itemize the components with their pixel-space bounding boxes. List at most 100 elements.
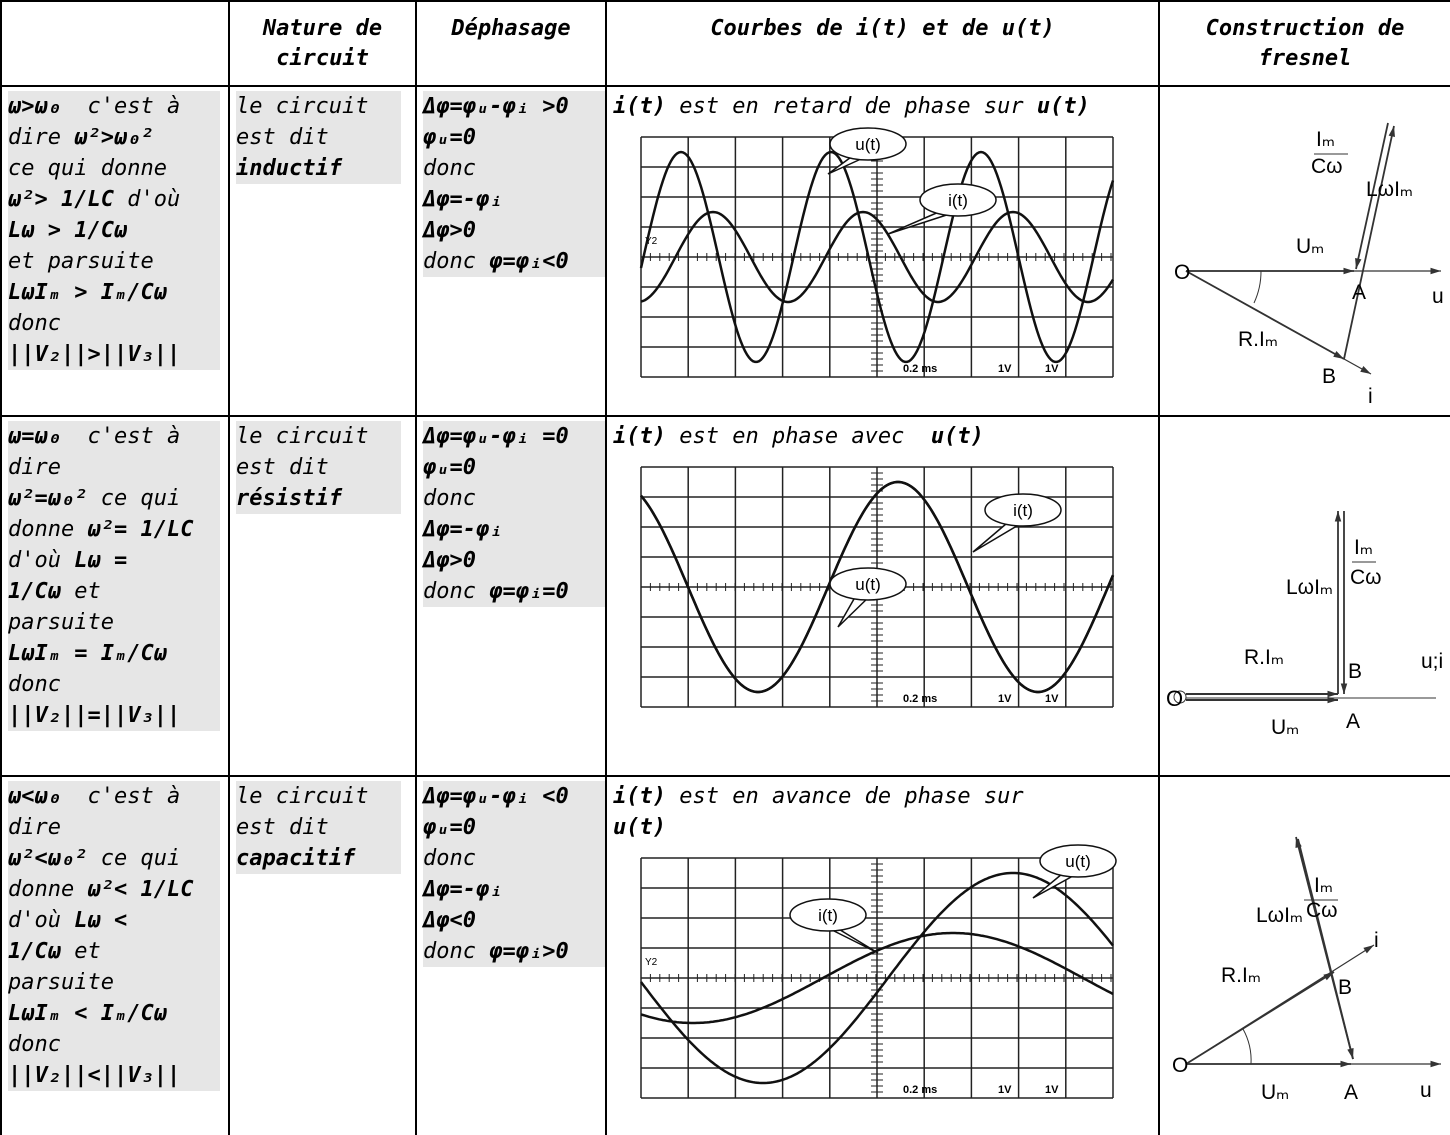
- bold-run: ω²=ω₀²: [8, 486, 87, 511]
- label: i: [1374, 929, 1379, 952]
- label: LωIₘ: [1256, 904, 1303, 927]
- text-line: Δφ=φᵤ-φᵢ >0: [423, 91, 606, 122]
- header-cell: Courbes de i(t) et de u(t): [606, 1, 1159, 86]
- text-run: donne: [8, 877, 87, 902]
- text-run: donc: [423, 846, 476, 871]
- label: Uₘ: [1296, 235, 1324, 258]
- label: i: [1368, 385, 1373, 408]
- courbes-cell: i(t) est en phase avec u(t)i(t)u(t)0.2 m…: [606, 416, 1159, 776]
- bold-run: LωIₘ < Iₘ/Cω: [8, 1001, 167, 1026]
- angle-arc: [1243, 1029, 1251, 1064]
- text-run: donc: [8, 1032, 61, 1057]
- text-run: ce qui: [87, 846, 180, 871]
- text-line: i(t) est en retard de phase sur u(t): [613, 91, 1152, 122]
- label: O: [1172, 1054, 1188, 1077]
- bold-run: Δφ=φᵤ-φᵢ <0: [423, 784, 569, 809]
- label: R.Iₘ: [1244, 646, 1284, 669]
- bold-run: ω²> 1/LC: [8, 187, 114, 212]
- label: Y2: [645, 957, 658, 968]
- caption: i(t) est en avance de phase suru(t): [613, 781, 1152, 843]
- bold-run: i(t): [613, 94, 666, 119]
- bold-run: i(t): [613, 424, 666, 449]
- text-line: Δφ>0: [423, 215, 606, 246]
- courbes-cell: i(t) est en avance de phase suru(t)u(t)i…: [606, 776, 1159, 1135]
- arrow-head: [1295, 837, 1301, 848]
- arrow-head: [1343, 268, 1354, 275]
- text-line: parsuite: [8, 607, 220, 638]
- text-run: est dit: [236, 455, 329, 480]
- bold-run: ||V₂||=||V₃||: [8, 703, 180, 728]
- bold-run: résistif: [236, 486, 342, 511]
- arrow-head: [1363, 945, 1374, 953]
- text-line: φᵤ=0: [423, 452, 606, 483]
- text-line: LωIₘ < Iₘ/Cω: [8, 998, 220, 1029]
- bold-run: Lω > 1/Cω: [8, 218, 127, 243]
- bold-run: ω²= 1/LC: [87, 517, 193, 542]
- bold-run: φᵤ=0: [423, 455, 476, 480]
- text-line: le circuit: [236, 421, 401, 452]
- label: Uₘ: [1271, 716, 1299, 739]
- bold-run: φ=φᵢ=0: [489, 579, 568, 604]
- text-line: résistif: [236, 483, 401, 514]
- text-run: donne: [8, 517, 87, 542]
- arrow-head: [1340, 1061, 1351, 1068]
- label: Y2: [645, 236, 658, 247]
- bold-run: ω>ω₀: [8, 94, 61, 119]
- oscilloscope: i(t)u(t)0.2 ms1V1V: [613, 452, 1143, 737]
- label: LωIₘ: [1286, 576, 1333, 599]
- text-line: i(t) est en avance de phase sur: [613, 781, 1152, 812]
- label: u;i: [1421, 650, 1443, 673]
- text-run: et: [61, 579, 101, 604]
- text-run: ce qui: [87, 486, 180, 511]
- text-line: Δφ>0: [423, 545, 606, 576]
- text-line: ||V₂||=||V₃||: [8, 700, 220, 731]
- text-block: le circuitest ditinductif: [236, 91, 401, 184]
- fresnel-diagram: OUₘAu;iR.IₘBLωIₘIₘCω: [1166, 436, 1446, 756]
- text-run: donc: [423, 579, 489, 604]
- arrow-head: [1360, 366, 1371, 374]
- label: i(t): [818, 906, 838, 925]
- text-line: donc: [423, 153, 606, 184]
- arrow-head: [1341, 683, 1348, 694]
- label: 0.2 ms: [903, 1084, 937, 1096]
- bold-run: 1/Cω: [8, 939, 61, 964]
- text-line: donc: [423, 843, 606, 874]
- label: Cω: [1306, 899, 1338, 922]
- arrow-head: [1335, 511, 1342, 522]
- arrow-head: [1327, 691, 1338, 698]
- label: B: [1322, 365, 1336, 388]
- text-run: est en avance de phase sur: [666, 784, 1024, 809]
- label: 1V: [1045, 363, 1059, 375]
- text-line: capacitif: [236, 843, 401, 874]
- text-line: ω>ω₀ c'est à: [8, 91, 220, 122]
- label: i(t): [1013, 501, 1033, 520]
- label: Uₘ: [1261, 1081, 1289, 1104]
- text-line: LωIₘ > Iₘ/Cω: [8, 277, 220, 308]
- label: Cω: [1350, 566, 1382, 589]
- text-line: u(t): [613, 812, 1152, 843]
- text-line: ω=ω₀ c'est à: [8, 421, 220, 452]
- text-line: Lω > 1/Cω: [8, 215, 220, 246]
- text-line: 1/Cω et: [8, 936, 220, 967]
- bold-run: Δφ>0: [423, 548, 476, 573]
- bold-run: Δφ=φᵤ-φᵢ =0: [423, 424, 569, 449]
- label: 1V: [998, 693, 1012, 705]
- table: Nature de circuit Déphasage Courbes de i…: [0, 0, 1450, 1135]
- text-line: ω<ω₀ c'est à: [8, 781, 220, 812]
- bold-run: ||V₂||>||V₃||: [8, 342, 180, 367]
- arrow-head: [1430, 1061, 1441, 1068]
- text-run: donc: [8, 311, 61, 336]
- text-run: ce qui donne: [8, 156, 167, 181]
- label: 0.2 ms: [903, 363, 937, 375]
- bold-run: LωIₘ = Iₘ/Cω: [8, 641, 167, 666]
- arrow-head: [1389, 126, 1395, 137]
- header-cell: Nature de circuit: [229, 1, 416, 86]
- text-run: dire: [8, 455, 61, 480]
- label: LωIₘ: [1366, 178, 1413, 201]
- bold-run: ω²>ω₀²: [74, 125, 153, 150]
- text-run: d'où: [8, 908, 74, 933]
- text-line: ω²<ω₀² ce qui: [8, 843, 220, 874]
